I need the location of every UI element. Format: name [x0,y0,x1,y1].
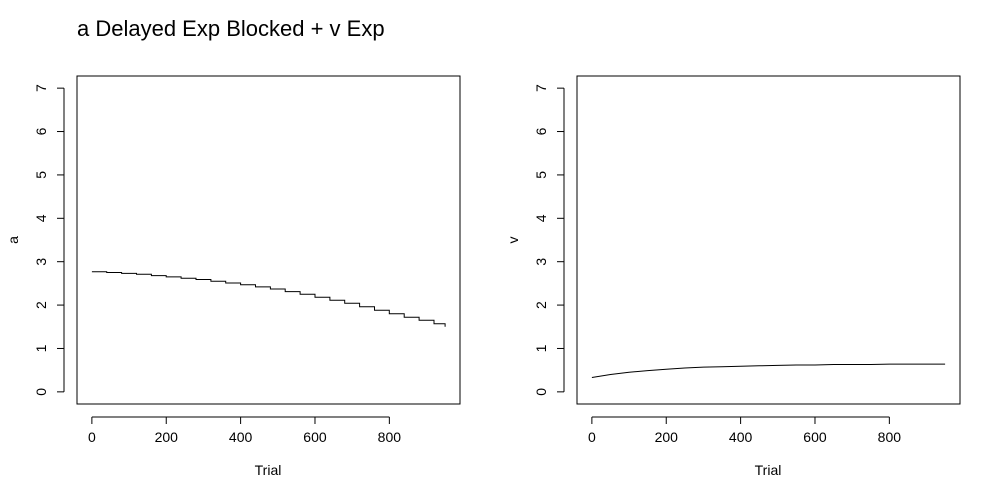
x-tick-label: 200 [155,429,179,445]
panel-a: 0 200 400 600 800 0 1 2 3 4 5 6 7 Trial a [5,75,461,478]
x-tick-label: 600 [803,429,827,445]
x-tick-label: 400 [729,429,753,445]
y-tick-label: 5 [533,171,549,179]
y-tick-label: 1 [533,344,549,352]
y-tick-label: 5 [33,171,49,179]
y-axis-a: 0 1 2 3 4 5 6 7 [33,84,65,396]
x-tick-label: 800 [878,429,902,445]
y-axis-label-v: v [505,237,521,244]
plot-frame-a [76,75,461,405]
y-tick-label: 0 [533,388,549,396]
x-axis-label-a: Trial [255,462,282,478]
x-axis-label-v: Trial [755,462,782,478]
y-tick-label: 3 [33,258,49,266]
y-axis-v: 0 1 2 3 4 5 6 7 [533,84,565,396]
x-axis-a: 0 200 400 600 800 [88,416,402,445]
y-tick-label: 4 [33,214,49,222]
x-tick-label: 800 [378,429,402,445]
y-tick-label: 0 [33,388,49,396]
series-line-a [91,271,446,327]
y-tick-label: 4 [533,214,549,222]
x-tick-label: 600 [303,429,327,445]
series-layer-a [91,271,446,327]
chart-title: a Delayed Exp Blocked + v Exp [77,16,385,41]
y-tick-label: 1 [33,344,49,352]
y-tick-label: 2 [533,301,549,309]
y-tick-label: 6 [33,127,49,135]
x-tick-label: 0 [88,429,96,445]
x-tick-label: 0 [588,429,596,445]
y-tick-label: 7 [533,84,549,92]
x-tick-label: 400 [229,429,253,445]
y-tick-label: 7 [33,84,49,92]
y-tick-label: 2 [33,301,49,309]
y-tick-label: 3 [533,258,549,266]
series-layer-v [591,363,946,378]
x-axis-v: 0 200 400 600 800 [588,416,902,445]
series-line-v [591,363,946,378]
plot-frame-v [576,75,961,405]
y-axis-label-a: a [5,236,21,244]
x-tick-label: 200 [655,429,679,445]
panel-v: 0 200 400 600 800 0 1 2 3 4 5 6 7 Trial v [505,75,961,478]
y-tick-label: 6 [533,127,549,135]
